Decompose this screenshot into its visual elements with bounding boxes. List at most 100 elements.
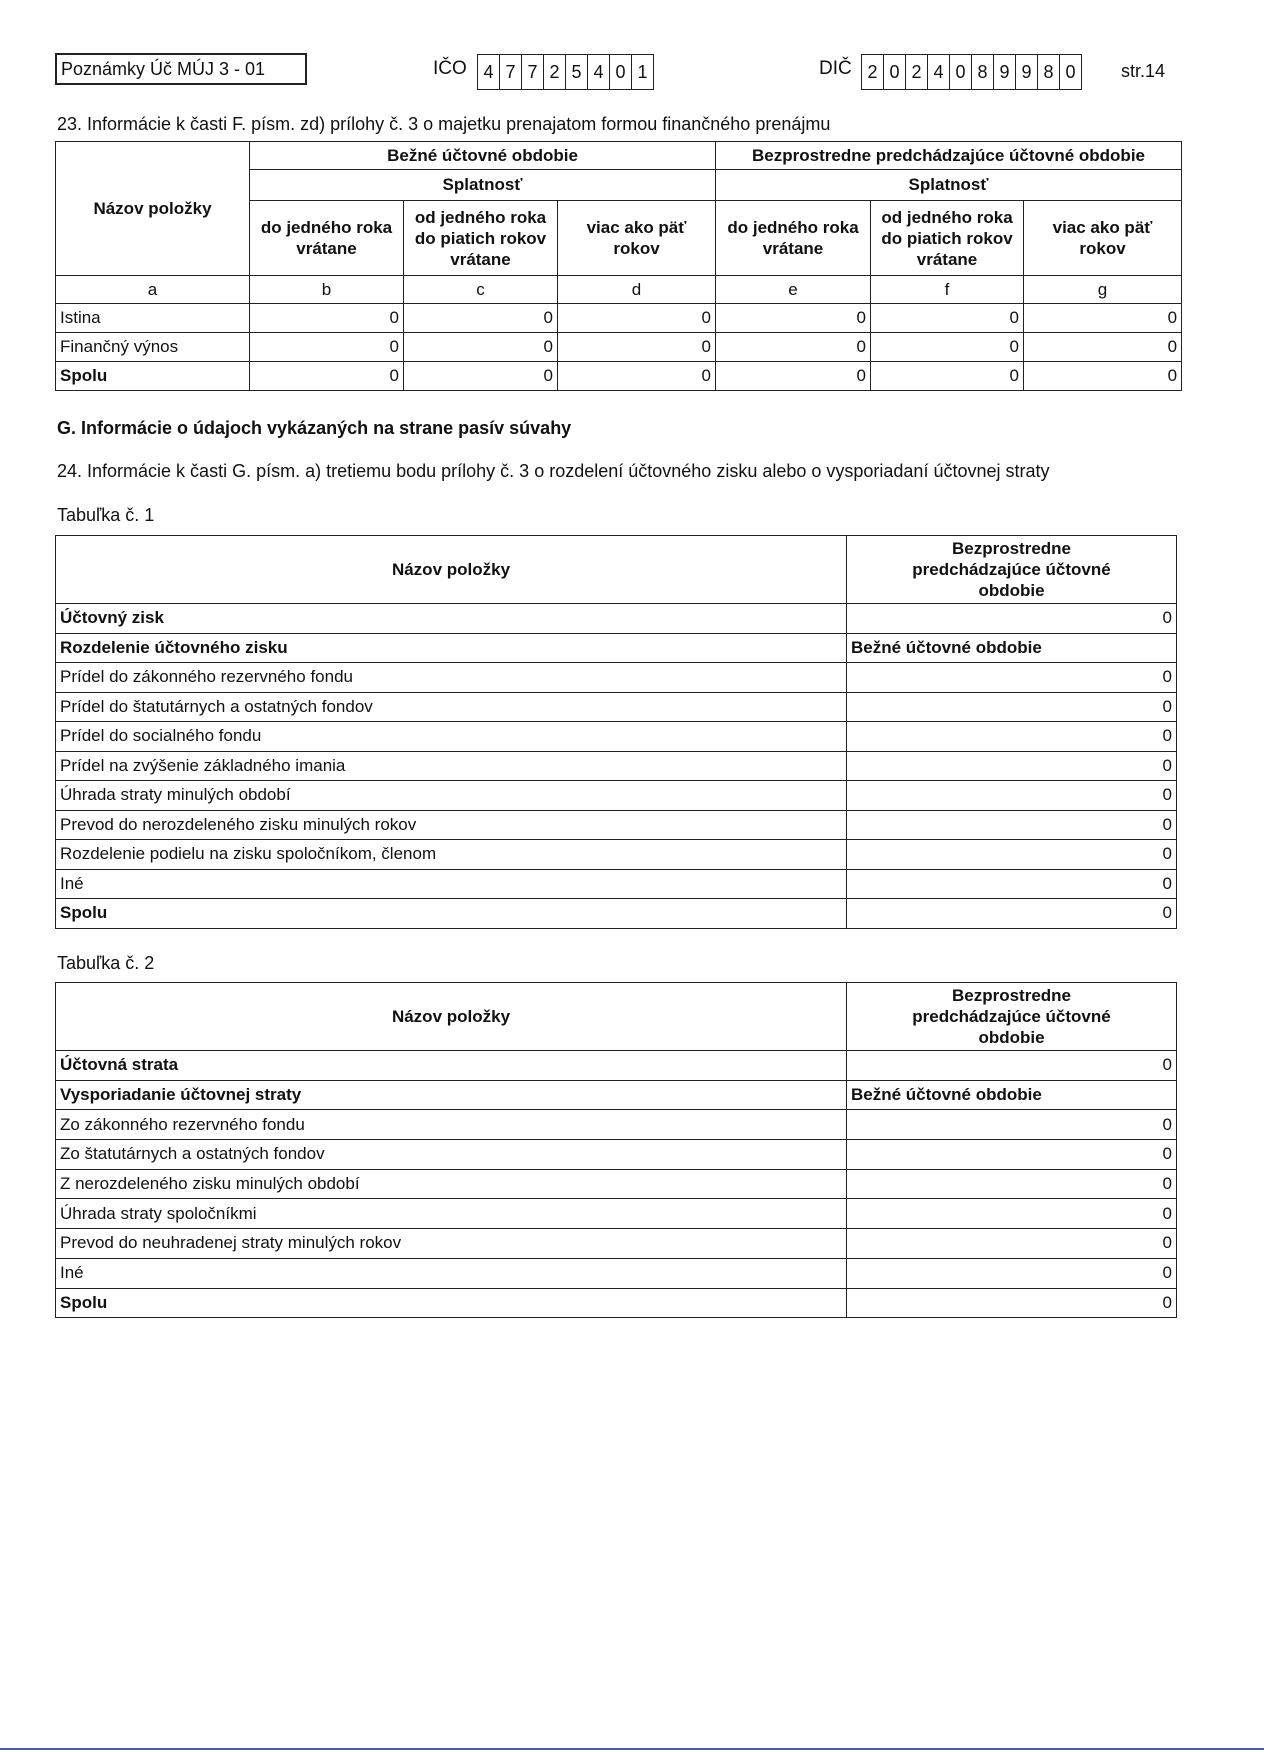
- section-g-title: G. Informácie o údajoch vykázaných na st…: [57, 418, 572, 438]
- sub-col-header: do jedného roka vrátane: [249, 200, 404, 276]
- digit-box: 2: [544, 55, 566, 89]
- cell-value: 0: [1023, 332, 1183, 362]
- table-row: Prevod do neuhradenej straty minulých ro…: [55, 1228, 1177, 1259]
- table-row: Finančný výnos 0 0 0 0 0 0: [55, 332, 1183, 362]
- row-name: Účtovná strata: [55, 1050, 847, 1081]
- cell-value: 0: [403, 361, 558, 391]
- cell-value: 0: [403, 303, 558, 333]
- digit-box: 8: [972, 55, 994, 89]
- row-name: Istina: [55, 303, 250, 333]
- cell-value: 0: [846, 662, 1177, 693]
- form-label: Poznámky Úč MÚJ 3 - 01: [55, 53, 307, 85]
- section-23-title: 23. Informácie k časti F. písm. zd) príl…: [57, 114, 831, 134]
- maturity-header: Splatnosť: [715, 169, 1183, 201]
- cell-value: 0: [846, 780, 1177, 811]
- page-number: str.14: [1121, 61, 1166, 81]
- col-name-header: Názov položky: [55, 141, 250, 276]
- dic-label: DIČ: [819, 58, 852, 79]
- loss-settlement-table: Názov položky Bezprostredne predchádzajúc…: [55, 982, 1177, 1319]
- table-row: Zo zákonného rezervného fondu 0: [55, 1109, 1177, 1141]
- row-name: Rozdelenie účtovného zisku: [55, 632, 847, 663]
- cell-value: 0: [846, 898, 1177, 929]
- digit-box: 1: [637, 62, 648, 82]
- row-name: Prídel na zvýšenie základného imania: [55, 750, 847, 781]
- sub-col-header: viac ako päť rokov: [556, 200, 717, 276]
- digit-box: 9: [1016, 55, 1038, 89]
- previous-period-header: Bezprostredne predchádzajúce účtovné obd…: [846, 535, 1177, 604]
- row-name: Prídel do štatutárnych a ostatných fondo…: [55, 691, 847, 722]
- cell-value: 0: [715, 332, 872, 362]
- table-row: Zo štatutárnych a ostatných fondov 0: [55, 1139, 1177, 1170]
- row-name: Prevod do neuhradenej straty minulých ro…: [55, 1228, 847, 1259]
- cell-value: 0: [249, 361, 404, 391]
- row-name: Prídel do socialného fondu: [55, 721, 847, 752]
- cell-value: Bežné účtovné obdobie: [846, 632, 1177, 663]
- col-name-header: Názov položky: [55, 535, 847, 604]
- table-row: Iné 0: [55, 868, 1177, 899]
- cell-value: 0: [846, 691, 1177, 722]
- maturity-header: Splatnosť: [248, 169, 717, 201]
- cell-value: Bežné účtovné obdobie: [846, 1079, 1177, 1111]
- cell-value: 0: [715, 303, 872, 333]
- table-row: Iné 0: [55, 1257, 1177, 1289]
- digit-box: 4: [478, 55, 500, 89]
- table-row: Rozdelenie účtovného zisku Bežné účtovné …: [55, 632, 1177, 663]
- table-row: Úhrada straty minulých období 0: [55, 780, 1177, 811]
- row-name: Iné: [55, 868, 847, 899]
- cell-value: 0: [846, 1257, 1177, 1289]
- digit-box: 9: [994, 55, 1016, 89]
- cell-value: 0: [846, 868, 1177, 899]
- digit-box: 0: [610, 55, 632, 89]
- table-row: Prídel do socialného fondu 0: [55, 721, 1177, 752]
- cell-value: 0: [715, 361, 872, 391]
- digit-box: 2: [906, 55, 928, 89]
- col-name-header: Názov položky: [55, 982, 847, 1051]
- previous-period-header: Bezprostredne predchádzajúce účtovné obd…: [715, 141, 1183, 170]
- row-name: Finančný výnos: [55, 332, 250, 362]
- current-period-header: Bežné účtovné obdobie: [248, 141, 717, 170]
- digit-box: 8: [1038, 55, 1060, 89]
- row-name: Prídel do zákonného rezervného fondu: [55, 662, 847, 693]
- cell-value: 0: [1023, 303, 1183, 333]
- table-row: Spolu 0: [55, 1287, 1177, 1319]
- column-letter: b: [249, 275, 404, 304]
- table-row: Účtovný zisk 0: [55, 603, 1177, 634]
- cell-value: 0: [870, 361, 1025, 391]
- table-row: Vysporiadanie účtovnej straty Bežné účtov…: [55, 1079, 1177, 1111]
- digit-box: 0: [950, 55, 972, 89]
- column-letter: g: [1023, 275, 1183, 304]
- cell-value: 0: [249, 303, 404, 333]
- row-name: Úhrada straty spoločníkmi: [55, 1198, 847, 1230]
- profit-distribution-table: Názov položky Bezprostredne predchádzajúc…: [55, 535, 1177, 929]
- sub-col-header: do jedného roka vrátane: [715, 200, 872, 276]
- cell-value: 0: [846, 1139, 1177, 1170]
- cell-value: 0: [846, 603, 1177, 634]
- cell-value: 0: [556, 332, 717, 362]
- lease-table: Názov položky Bežné účtovné obdobie Bezp…: [55, 141, 1183, 391]
- digit-box: 7: [500, 55, 522, 89]
- digit-box: 4: [588, 55, 610, 89]
- row-name: Spolu: [55, 361, 250, 391]
- table-row: Spolu 0 0 0 0 0 0: [55, 361, 1183, 391]
- cell-value: 0: [1023, 361, 1183, 391]
- column-letter: a: [55, 275, 250, 304]
- cell-value: 0: [556, 303, 717, 333]
- cell-value: 0: [846, 1050, 1177, 1081]
- cell-value: 0: [403, 332, 558, 362]
- row-name: Úhrada straty minulých období: [55, 780, 847, 811]
- item-24-text: 24. Informácie k časti G. písm. a) treti…: [57, 461, 1050, 481]
- previous-period-header: Bezprostredne predchádzajúce účtovné obd…: [846, 982, 1177, 1051]
- cell-value: 0: [846, 1109, 1177, 1141]
- digit-box: 0: [1065, 62, 1076, 82]
- table1-caption: Tabuľka č. 1: [57, 505, 155, 525]
- cell-value: 0: [870, 332, 1025, 362]
- sub-col-header: viac ako päť rokov: [1023, 200, 1183, 276]
- cell-value: 0: [846, 750, 1177, 781]
- column-letter: d: [556, 275, 717, 304]
- sub-col-header: od jedného roka do piatich rokov vrátane: [870, 200, 1025, 276]
- table2-caption: Tabuľka č. 2: [57, 953, 155, 973]
- table-row: Istina 0 0 0 0 0 0: [55, 303, 1183, 333]
- table-row: Spolu 0: [55, 898, 1177, 929]
